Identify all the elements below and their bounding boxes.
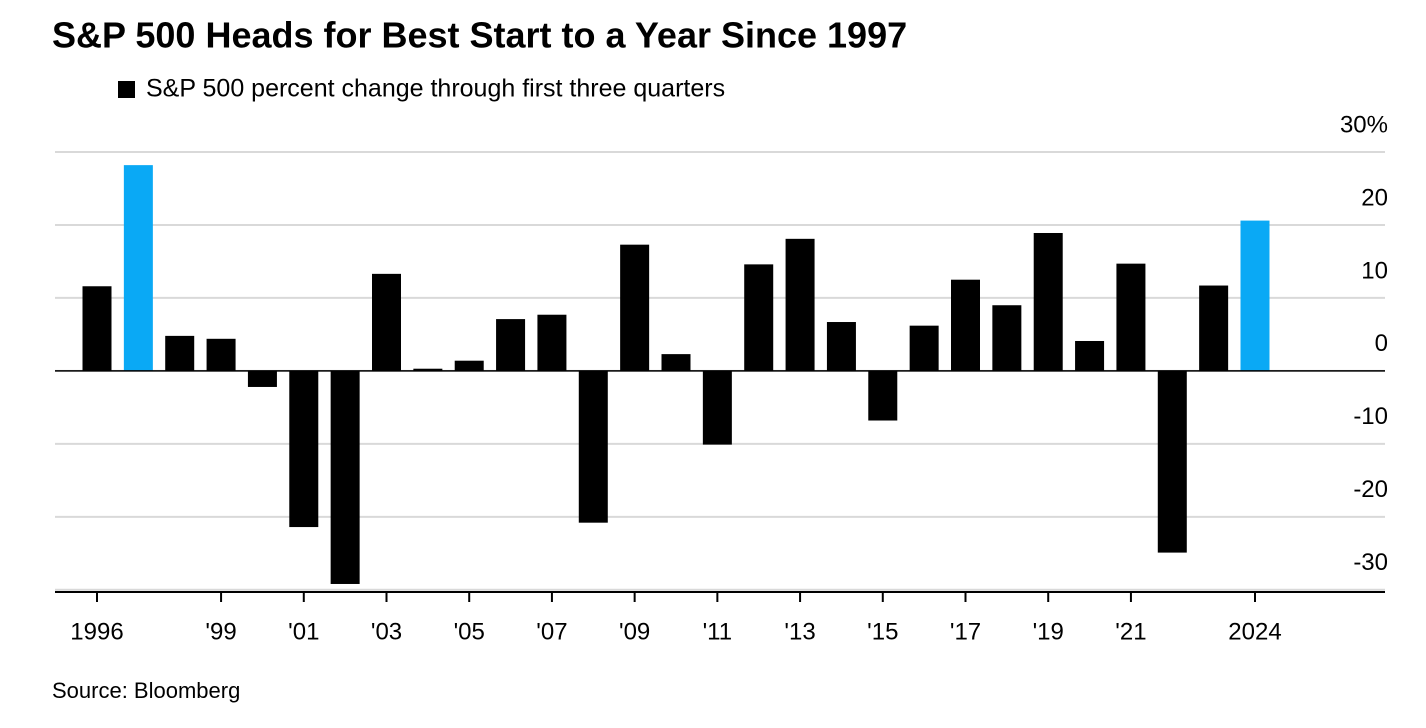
bar xyxy=(578,370,608,523)
x-tick-label: '01 xyxy=(288,618,319,645)
x-tick-label: '19 xyxy=(1033,618,1064,645)
x-tick-label: '07 xyxy=(536,618,567,645)
bar xyxy=(1033,232,1063,371)
bar xyxy=(372,273,401,371)
x-tick-label: '11 xyxy=(703,618,733,645)
bar xyxy=(206,338,236,371)
source: Source: Bloomberg xyxy=(52,678,240,703)
chart-title: S&P 500 Heads for Best Start to a Year S… xyxy=(52,15,907,56)
bar xyxy=(702,370,732,445)
y-tick-label: 30% xyxy=(1340,111,1388,138)
y-tick-label: -10 xyxy=(1353,403,1388,430)
bar xyxy=(496,319,526,371)
bar xyxy=(247,370,277,387)
bar xyxy=(1199,285,1229,371)
y-tick-label: 10 xyxy=(1361,257,1388,284)
x-tick-label: 2024 xyxy=(1228,618,1281,645)
x-tick-label: '05 xyxy=(454,618,485,645)
x-tick-label: '17 xyxy=(950,618,981,645)
x-tick-label: 1996 xyxy=(70,618,123,645)
bar xyxy=(1240,220,1270,371)
y-tick-label: 20 xyxy=(1361,184,1388,211)
bar xyxy=(454,360,484,371)
y-tick-label: 0 xyxy=(1375,330,1388,357)
bar xyxy=(992,305,1022,371)
bar xyxy=(868,370,898,421)
bar xyxy=(785,238,815,371)
y-tick-label: -30 xyxy=(1353,549,1388,576)
x-tick-label: '03 xyxy=(371,618,402,645)
x-tick-label: '15 xyxy=(867,618,898,645)
bar xyxy=(413,368,443,371)
legend-label: S&P 500 percent change through first thr… xyxy=(146,75,725,103)
bar xyxy=(289,370,319,528)
bar xyxy=(82,286,112,371)
bar xyxy=(330,370,360,584)
bar xyxy=(951,279,980,371)
bar xyxy=(826,322,856,371)
bar xyxy=(744,264,774,371)
bar xyxy=(909,325,939,371)
bar xyxy=(123,165,153,371)
bar xyxy=(1075,340,1105,371)
bar xyxy=(661,354,691,371)
x-tick-label: '21 xyxy=(1115,618,1146,645)
x-tick-label: '99 xyxy=(205,618,236,645)
bar xyxy=(537,314,567,371)
bar xyxy=(620,244,650,371)
bar xyxy=(1157,370,1187,553)
bar xyxy=(1116,263,1146,371)
x-tick-label: '13 xyxy=(784,618,815,645)
legend-swatch xyxy=(118,81,135,98)
x-tick-label: '09 xyxy=(619,618,650,645)
y-tick-label: -20 xyxy=(1353,476,1388,503)
bar xyxy=(165,335,195,371)
